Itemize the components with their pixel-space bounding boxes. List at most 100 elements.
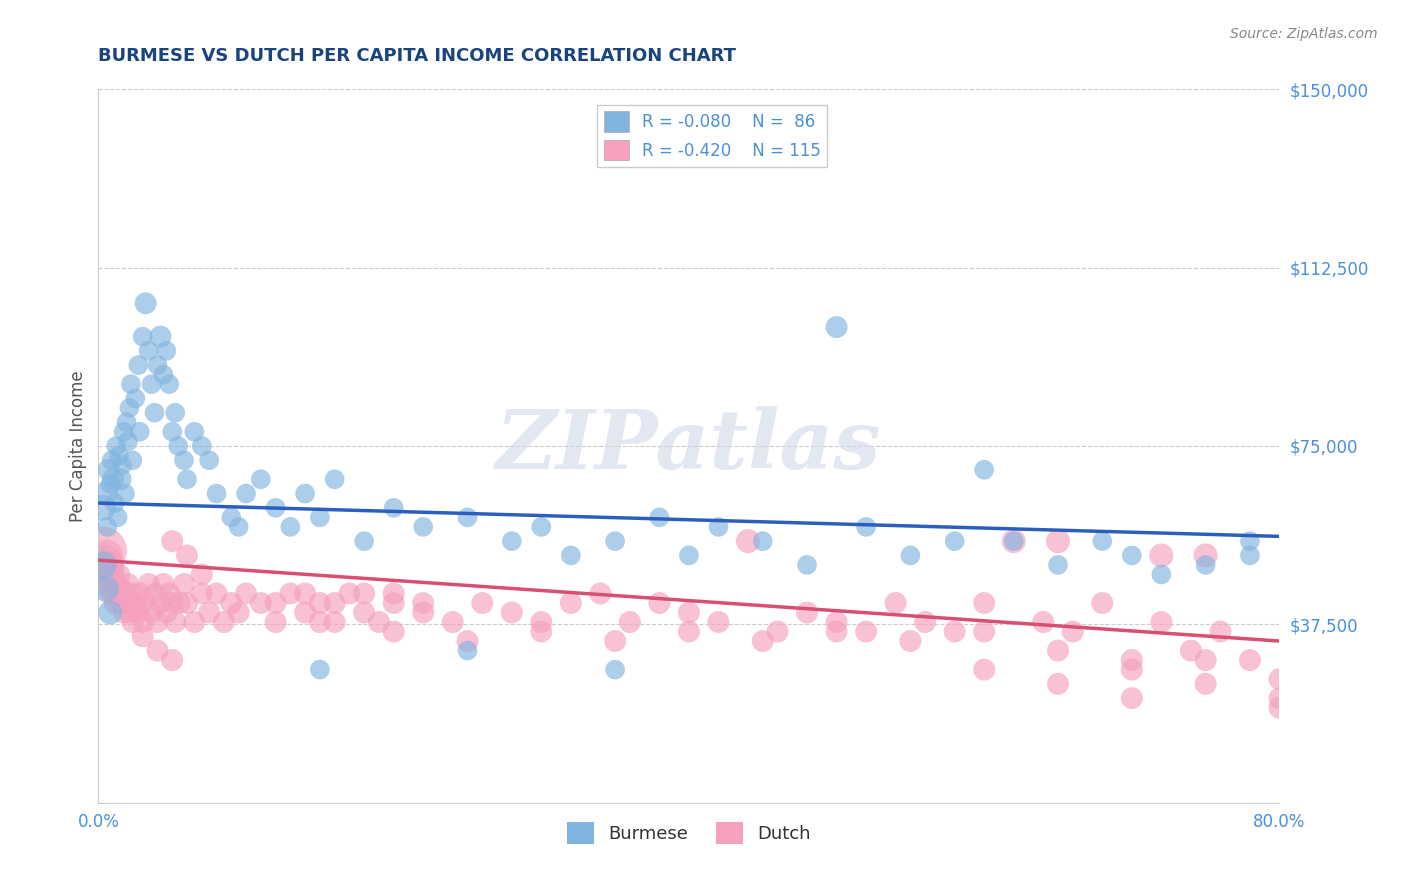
Point bbox=[98, 477, 121, 491]
Point bbox=[155, 343, 177, 358]
Point bbox=[382, 586, 405, 600]
Point bbox=[973, 624, 995, 639]
Point bbox=[457, 510, 479, 524]
Point bbox=[309, 510, 332, 524]
Point bbox=[250, 596, 273, 610]
Point bbox=[121, 453, 143, 467]
Point bbox=[165, 406, 187, 420]
Point bbox=[294, 486, 316, 500]
Point bbox=[198, 453, 221, 467]
Point bbox=[323, 615, 346, 629]
Point bbox=[605, 663, 627, 677]
Point bbox=[135, 596, 157, 610]
Point bbox=[155, 606, 177, 620]
Point bbox=[973, 463, 995, 477]
Text: BURMESE VS DUTCH PER CAPITA INCOME CORRELATION CHART: BURMESE VS DUTCH PER CAPITA INCOME CORRE… bbox=[98, 47, 737, 65]
Point bbox=[1121, 549, 1143, 563]
Point bbox=[146, 643, 169, 657]
Point bbox=[98, 558, 121, 572]
Point bbox=[191, 439, 214, 453]
Point bbox=[191, 586, 214, 600]
Point bbox=[619, 615, 641, 629]
Point bbox=[855, 624, 877, 639]
Point bbox=[1046, 534, 1070, 549]
Point bbox=[117, 577, 139, 591]
Point bbox=[121, 615, 143, 629]
Point bbox=[382, 500, 405, 515]
Point bbox=[110, 472, 132, 486]
Point bbox=[1121, 653, 1143, 667]
Point bbox=[264, 596, 287, 610]
Point bbox=[132, 329, 155, 343]
Text: ZIPatlas: ZIPatlas bbox=[496, 406, 882, 486]
Point bbox=[94, 582, 117, 596]
Point bbox=[382, 624, 405, 639]
Point bbox=[132, 615, 155, 629]
Point bbox=[235, 586, 257, 600]
Point bbox=[1268, 672, 1291, 686]
Point bbox=[280, 520, 302, 534]
Point bbox=[855, 520, 877, 534]
Point bbox=[900, 549, 922, 563]
Point bbox=[112, 425, 135, 439]
Point bbox=[1062, 624, 1084, 639]
Point bbox=[1046, 677, 1070, 691]
Point bbox=[353, 586, 375, 600]
Point bbox=[110, 596, 132, 610]
Point bbox=[1195, 653, 1218, 667]
Point bbox=[149, 329, 172, 343]
Point bbox=[165, 615, 187, 629]
Point bbox=[228, 520, 250, 534]
Point bbox=[221, 596, 243, 610]
Y-axis label: Per Capita Income: Per Capita Income bbox=[69, 370, 87, 522]
Point bbox=[149, 596, 172, 610]
Point bbox=[457, 643, 479, 657]
Point bbox=[323, 596, 346, 610]
Point bbox=[111, 458, 134, 472]
Point bbox=[457, 634, 479, 648]
Point bbox=[471, 596, 494, 610]
Point bbox=[1002, 534, 1025, 549]
Text: Source: ZipAtlas.com: Source: ZipAtlas.com bbox=[1230, 27, 1378, 41]
Point bbox=[176, 549, 198, 563]
Point bbox=[198, 606, 221, 620]
Point bbox=[678, 624, 700, 639]
Point bbox=[943, 624, 966, 639]
Point bbox=[737, 534, 759, 549]
Point bbox=[648, 596, 671, 610]
Point bbox=[127, 606, 149, 620]
Point bbox=[162, 534, 183, 549]
Point bbox=[173, 453, 195, 467]
Point bbox=[309, 596, 332, 610]
Point bbox=[605, 534, 627, 549]
Point bbox=[98, 606, 121, 620]
Point bbox=[127, 358, 149, 372]
Point bbox=[605, 634, 627, 648]
Point bbox=[678, 606, 700, 620]
Point bbox=[112, 606, 135, 620]
Point bbox=[648, 510, 671, 524]
Point bbox=[1268, 691, 1291, 706]
Point bbox=[707, 615, 730, 629]
Point bbox=[501, 534, 523, 549]
Point bbox=[825, 624, 848, 639]
Point bbox=[973, 663, 995, 677]
Point bbox=[353, 534, 375, 549]
Point bbox=[280, 586, 302, 600]
Point bbox=[752, 534, 775, 549]
Point bbox=[1091, 596, 1114, 610]
Point bbox=[943, 534, 966, 549]
Point bbox=[1239, 549, 1261, 563]
Point bbox=[1121, 663, 1143, 677]
Point bbox=[205, 486, 228, 500]
Point bbox=[1150, 567, 1173, 582]
Point bbox=[124, 392, 146, 406]
Point bbox=[228, 606, 250, 620]
Point bbox=[501, 606, 523, 620]
Point bbox=[104, 596, 127, 610]
Point bbox=[796, 558, 818, 572]
Point bbox=[169, 596, 191, 610]
Point bbox=[235, 486, 257, 500]
Point bbox=[93, 558, 115, 572]
Point bbox=[368, 615, 391, 629]
